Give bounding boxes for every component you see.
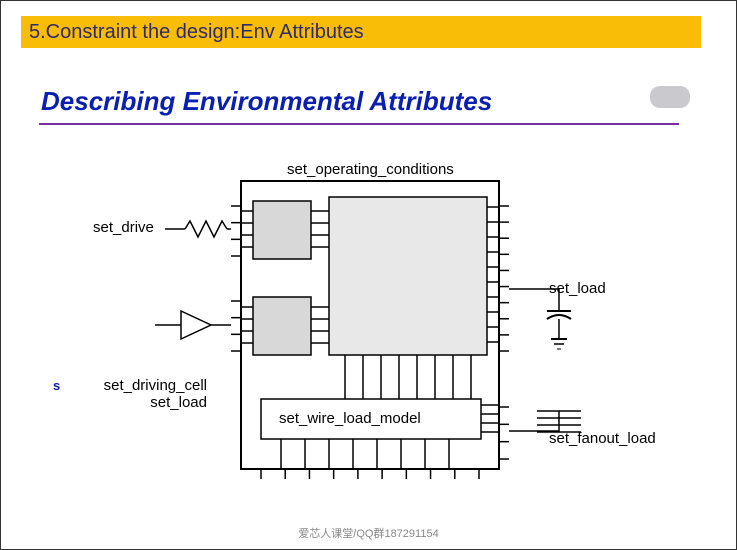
heading-underline: [39, 123, 679, 125]
label-set-driving-cell: set_driving_cell: [85, 377, 207, 394]
env-attributes-diagram: set_operating_conditions set_drive set_d…: [61, 161, 671, 481]
slide-heading: Describing Environmental Attributes: [41, 86, 492, 117]
label-set-wire-load-model: set_wire_load_model: [279, 410, 421, 427]
heading-decoration: [650, 86, 690, 108]
slide-footer: 爱芯人课堂/QQ群187291154: [1, 525, 736, 541]
diagram-title: set_operating_conditions: [287, 161, 454, 178]
heading-text: Describing Environmental Attributes: [41, 86, 492, 116]
label-set-load-right: set_load: [549, 280, 606, 297]
label-set-drive: set_drive: [93, 219, 154, 236]
section-banner: 5.Constraint the design:Env Attributes: [21, 16, 701, 48]
banner-text: 5.Constraint the design:Env Attributes: [29, 21, 364, 43]
label-set-fanout-load: set_fanout_load: [549, 430, 656, 447]
s-mark: s: [53, 378, 60, 393]
label-set-load-left: set_load: [85, 394, 207, 411]
